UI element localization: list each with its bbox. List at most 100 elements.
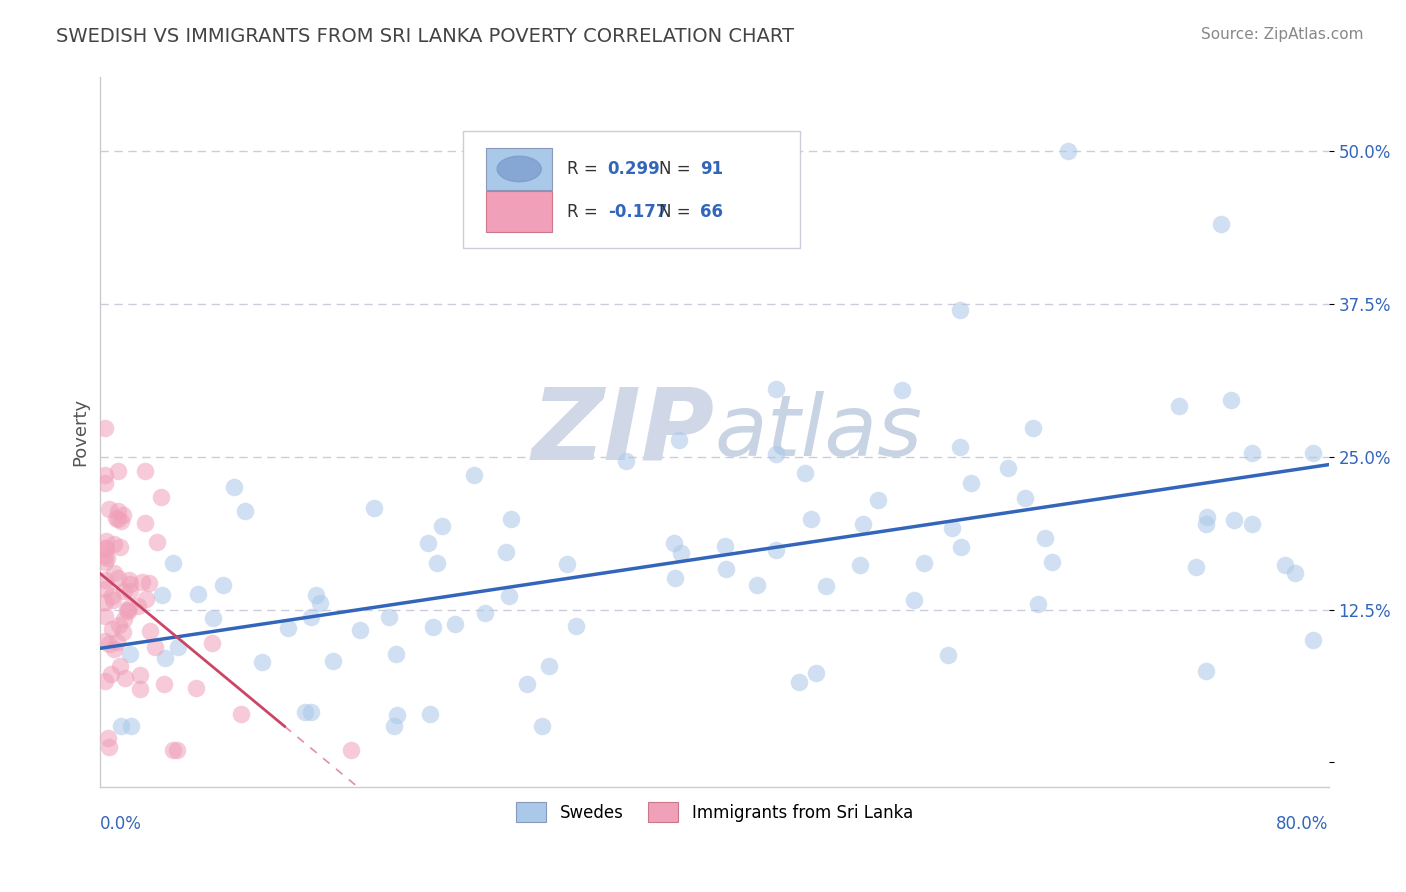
FancyBboxPatch shape — [463, 130, 800, 248]
Point — [96, 550, 118, 565]
Point — [138, 576, 160, 591]
Point — [426, 556, 449, 570]
Point — [94, 541, 117, 555]
Point — [1211, 217, 1233, 231]
Point — [118, 573, 141, 587]
Point — [101, 592, 124, 607]
Point — [949, 540, 972, 554]
Point — [94, 582, 117, 596]
Point — [416, 536, 439, 550]
Point — [309, 596, 332, 610]
Point — [294, 706, 316, 720]
Point — [1195, 664, 1218, 678]
Point — [117, 600, 139, 615]
Point — [890, 383, 912, 397]
Point — [299, 705, 322, 719]
Text: 80.0%: 80.0% — [1277, 815, 1329, 833]
Text: 0.0%: 0.0% — [100, 815, 142, 833]
Point — [212, 577, 235, 591]
Point — [903, 592, 925, 607]
Point — [146, 534, 169, 549]
Point — [852, 516, 875, 531]
Point — [94, 541, 117, 555]
Point — [94, 674, 117, 689]
Point — [1014, 491, 1036, 505]
Point — [419, 707, 441, 722]
Point — [103, 642, 125, 657]
Point — [100, 667, 122, 681]
Point — [128, 681, 150, 696]
Point — [1223, 513, 1246, 527]
Point — [112, 612, 135, 626]
Point — [1195, 509, 1218, 524]
Point — [108, 540, 131, 554]
Point — [1056, 144, 1078, 158]
Point — [149, 491, 172, 505]
Point — [305, 588, 328, 602]
Text: 91: 91 — [700, 160, 723, 178]
Point — [155, 651, 177, 665]
Point — [463, 468, 485, 483]
Point — [101, 622, 124, 636]
Point — [166, 743, 188, 757]
Point — [1219, 392, 1241, 407]
Point — [105, 635, 128, 649]
Text: atlas: atlas — [714, 391, 922, 474]
Point — [422, 620, 444, 634]
Y-axis label: Poverty: Poverty — [72, 398, 89, 467]
Point — [115, 602, 138, 616]
Point — [443, 616, 465, 631]
Point — [866, 493, 889, 508]
Point — [152, 677, 174, 691]
Point — [162, 556, 184, 570]
Point — [107, 512, 129, 526]
Point — [747, 578, 769, 592]
Point — [382, 719, 405, 733]
Point — [201, 611, 224, 625]
Point — [120, 719, 142, 733]
Point — [97, 637, 120, 651]
Point — [765, 447, 787, 461]
Point — [139, 624, 162, 639]
Point — [222, 480, 245, 494]
Point — [233, 504, 256, 518]
Point — [564, 619, 586, 633]
Point — [385, 707, 408, 722]
Point — [668, 433, 690, 447]
Point — [101, 589, 124, 603]
Point — [118, 583, 141, 598]
Point — [299, 610, 322, 624]
Point — [94, 475, 117, 490]
Point — [111, 508, 134, 522]
Point — [94, 634, 117, 648]
Point — [495, 545, 517, 559]
Point — [1167, 399, 1189, 413]
Point — [110, 719, 132, 733]
Point — [135, 592, 157, 607]
Circle shape — [498, 156, 541, 182]
Point — [1240, 516, 1263, 531]
Point — [378, 609, 401, 624]
Point — [498, 590, 520, 604]
Text: -0.177: -0.177 — [607, 202, 666, 220]
Point — [112, 583, 135, 598]
Point — [107, 464, 129, 478]
Point — [537, 658, 560, 673]
Text: 66: 66 — [700, 202, 723, 220]
Point — [474, 607, 496, 621]
Point — [128, 668, 150, 682]
Point — [250, 655, 273, 669]
Point — [804, 666, 827, 681]
Point — [959, 476, 981, 491]
Point — [162, 743, 184, 757]
Point — [107, 571, 129, 585]
Text: R =: R = — [567, 160, 603, 178]
Point — [530, 719, 553, 733]
Point — [848, 558, 870, 573]
Text: N =: N = — [659, 202, 696, 220]
FancyBboxPatch shape — [486, 148, 553, 189]
Point — [997, 461, 1019, 475]
Point — [94, 555, 117, 569]
Text: R =: R = — [567, 202, 603, 220]
Text: Source: ZipAtlas.com: Source: ZipAtlas.com — [1201, 27, 1364, 42]
